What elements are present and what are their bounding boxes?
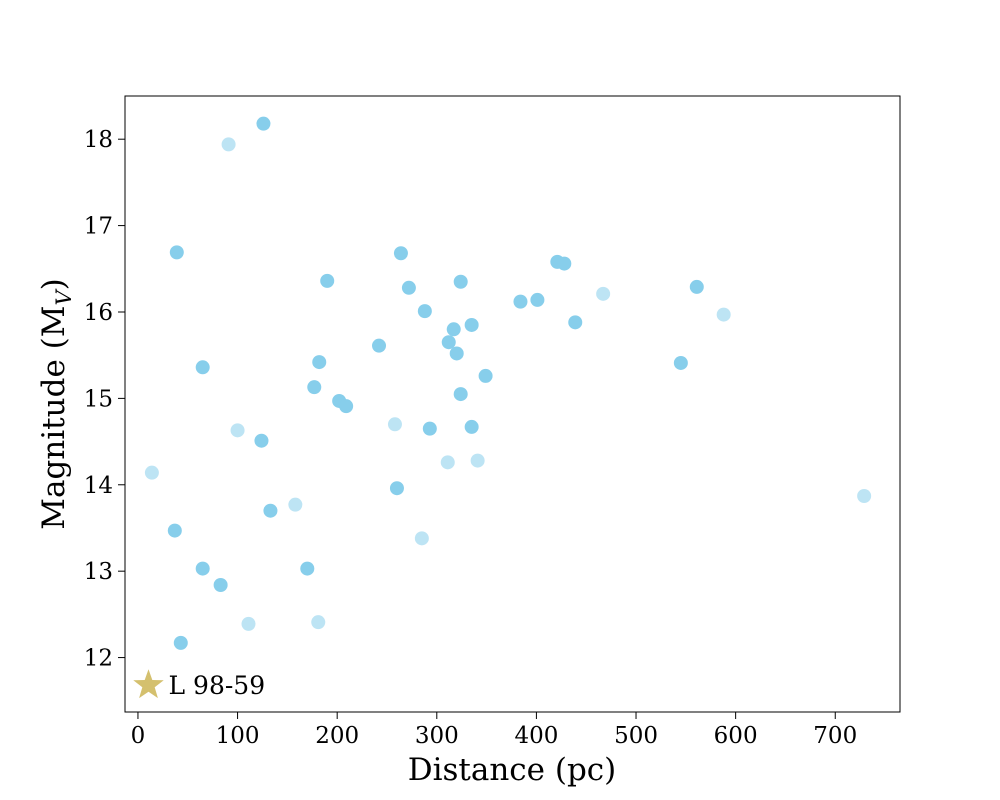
- data-point: [307, 380, 322, 395]
- y-tick-label: 17: [84, 214, 113, 240]
- y-tick-label: 14: [84, 473, 113, 499]
- data-point: [470, 453, 485, 468]
- x-tick-label: 600: [714, 723, 758, 749]
- x-tick-label: 500: [614, 723, 658, 749]
- data-point: [312, 355, 327, 370]
- data-point: [230, 423, 245, 438]
- x-tick-label: 700: [813, 723, 857, 749]
- data-point: [195, 561, 210, 576]
- data-point: [320, 273, 335, 288]
- data-point: [414, 531, 429, 546]
- data-point: [464, 419, 479, 434]
- x-tick-label: 0: [131, 723, 146, 749]
- data-point: [568, 315, 583, 330]
- data-point: [288, 497, 303, 512]
- data-point: [557, 256, 572, 271]
- data-point: [441, 335, 456, 350]
- star-icon: [133, 669, 164, 699]
- data-point: [513, 294, 528, 309]
- data-point: [530, 292, 545, 307]
- data-point: [857, 489, 872, 504]
- data-point: [221, 137, 236, 152]
- data-point: [401, 280, 416, 295]
- data-point: [446, 322, 461, 337]
- data-point: [195, 360, 210, 375]
- data-point: [144, 465, 159, 480]
- data-point: [254, 433, 269, 448]
- data-point: [167, 523, 182, 538]
- highlight-label: L 98-59: [169, 671, 266, 700]
- data-point: [393, 246, 408, 261]
- data-point: [311, 615, 326, 630]
- data-point: [716, 307, 731, 322]
- y-tick-label: 12: [84, 646, 113, 672]
- data-point: [453, 274, 468, 289]
- x-tick-label: 300: [415, 723, 459, 749]
- data-point: [673, 355, 688, 370]
- y-axis-label: Magnitude (MV): [36, 278, 76, 530]
- x-axis-label: Distance (pc): [408, 752, 617, 788]
- x-tick-label: 200: [315, 723, 359, 749]
- data-point: [241, 616, 256, 631]
- data-point: [387, 417, 402, 432]
- x-tick-label: 400: [514, 723, 558, 749]
- plot-area: [124, 95, 901, 713]
- highlight-group: L 98-59: [133, 669, 265, 700]
- data-point: [372, 338, 387, 353]
- data-point: [339, 399, 354, 414]
- data-point: [478, 368, 493, 383]
- data-point: [263, 503, 278, 518]
- data-point: [453, 387, 468, 402]
- data-point: [256, 116, 271, 131]
- data-point: [689, 279, 704, 294]
- y-tick-label: 18: [84, 127, 113, 153]
- y-axis-label-close: ): [36, 278, 72, 290]
- data-point: [213, 577, 228, 592]
- data-point: [596, 286, 611, 301]
- data-point: [464, 317, 479, 332]
- data-point: [440, 455, 455, 470]
- y-tick-label: 15: [84, 386, 113, 412]
- data-point: [169, 245, 184, 260]
- y-axis-label-sub: V: [52, 289, 76, 306]
- y-tick-label: 13: [84, 559, 113, 585]
- x-tick-label: 100: [216, 723, 260, 749]
- axis-ticks: 0 100 200 300 400 500 600 700 12 13 14 15 16 17 18: [84, 127, 857, 749]
- data-point: [173, 635, 188, 650]
- y-axis-label-main: Magnitude (M: [36, 306, 72, 530]
- data-point: [449, 346, 464, 361]
- data-point: [422, 421, 437, 436]
- data-point: [417, 304, 432, 319]
- data-point: [389, 481, 404, 496]
- y-tick-label: 16: [84, 300, 113, 326]
- data-points: [144, 116, 872, 650]
- data-point: [300, 561, 315, 576]
